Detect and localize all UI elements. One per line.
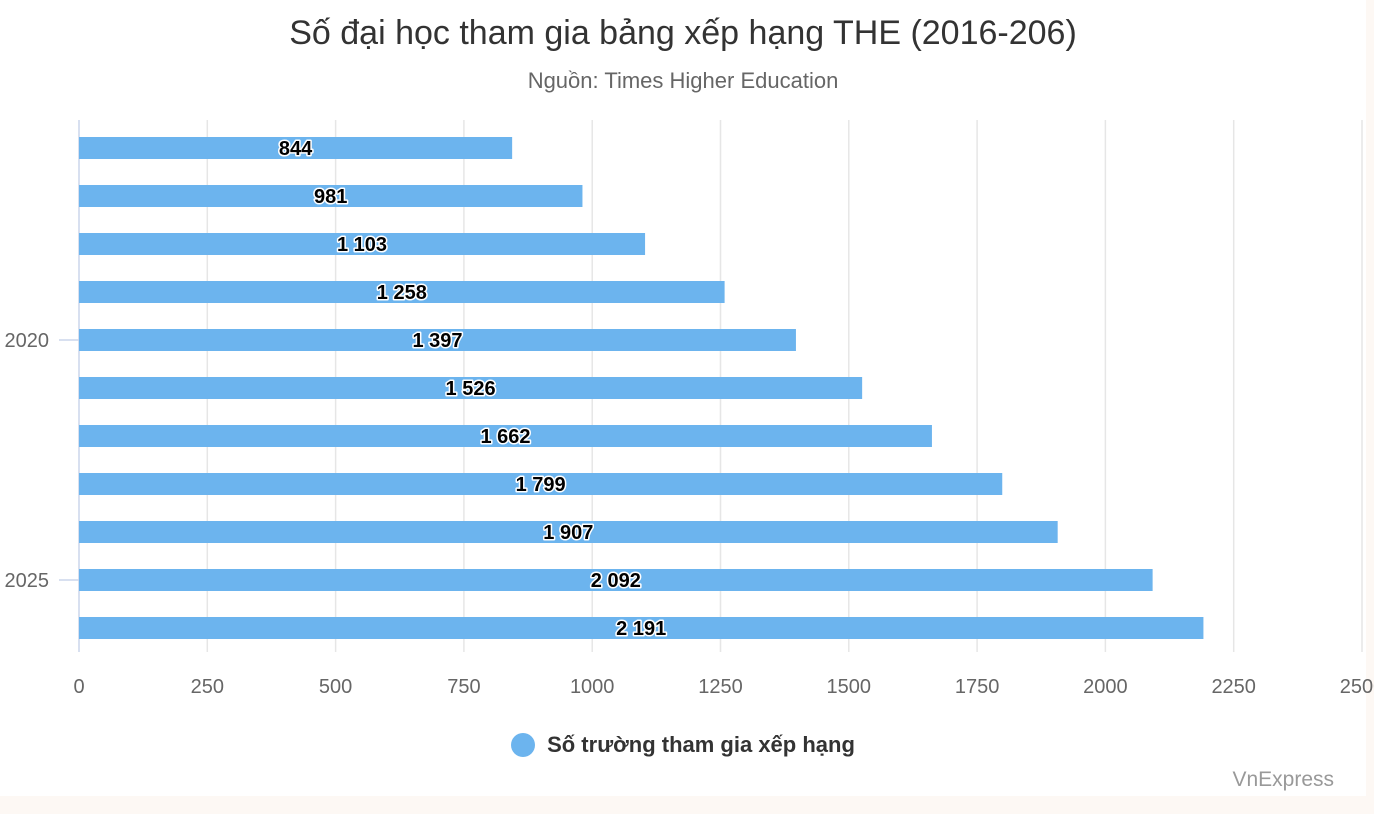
bar[interactable] — [79, 425, 932, 447]
y-tick-label: 2020 — [5, 330, 50, 352]
x-tick-label: 250 — [191, 676, 224, 698]
x-tick-label: 0 — [73, 676, 84, 698]
bar-data-label: 1 258 — [377, 282, 427, 304]
bar[interactable] — [79, 185, 583, 207]
legend[interactable]: Số trường tham gia xếp hạng — [0, 732, 1366, 758]
x-tick-label: 2250 — [1211, 676, 1256, 698]
chart-card: Số đại học tham gia bảng xếp hạng THE (2… — [0, 0, 1374, 796]
bar-data-label: 2 092 — [591, 570, 641, 592]
bar[interactable] — [79, 281, 725, 303]
x-tick-label: 750 — [447, 676, 480, 698]
bar-data-label: 1 526 — [446, 378, 496, 400]
bar[interactable] — [79, 473, 1003, 495]
bar[interactable] — [79, 233, 646, 255]
x-tick-label: 1500 — [827, 676, 872, 698]
chart-subtitle: Nguồn: Times Higher Education — [527, 68, 839, 93]
x-tick-label: 1750 — [955, 676, 1000, 698]
bar[interactable] — [79, 569, 1153, 591]
bar[interactable] — [79, 137, 513, 159]
x-tick-label: 1250 — [698, 676, 743, 698]
bar-data-label: 1 397 — [412, 330, 462, 352]
credit-label: VnExpress — [1232, 768, 1334, 791]
bar[interactable] — [79, 617, 1204, 639]
bar[interactable] — [79, 521, 1058, 543]
bar[interactable] — [79, 377, 863, 399]
x-tick-label: 2500 — [1340, 676, 1374, 698]
legend-label: Số trường tham gia xếp hạng — [547, 732, 855, 757]
chart-title: Số đại học tham gia bảng xếp hạng THE (2… — [289, 14, 1077, 52]
bar-data-label: 2 191 — [616, 618, 666, 640]
y-tick-label: 2025 — [5, 570, 50, 592]
legend-marker — [511, 733, 536, 757]
bar-data-label: 1 907 — [543, 522, 593, 544]
bar-data-label: 981 — [314, 186, 347, 208]
bar[interactable] — [79, 329, 796, 351]
x-tick-label: 500 — [319, 676, 352, 698]
bar-data-label: 844 — [279, 138, 313, 160]
plot-area: 0 250 500 750 1000 1250 1500 1750 2000 2250 2500 84… — [5, 120, 1374, 698]
x-tick-label: 1000 — [570, 676, 615, 698]
bar-data-label: 1 662 — [480, 426, 530, 448]
x-tick-label: 2000 — [1083, 676, 1128, 698]
bar-data-label: 1 103 — [337, 234, 387, 256]
bar-data-label: 1 799 — [516, 474, 566, 496]
